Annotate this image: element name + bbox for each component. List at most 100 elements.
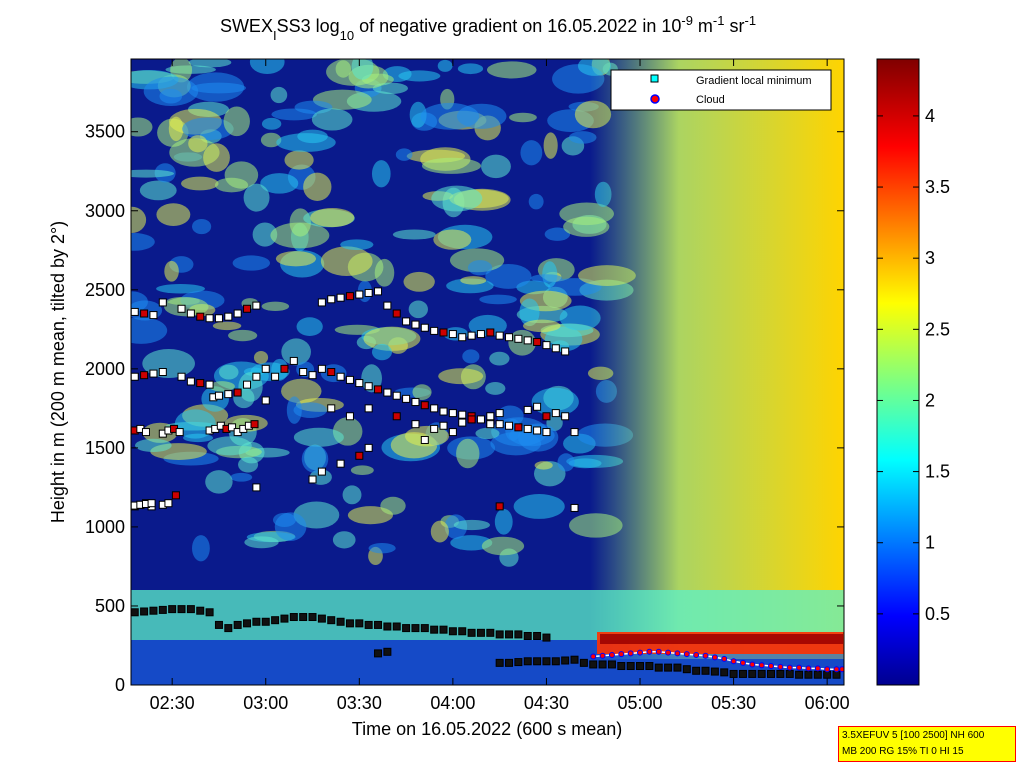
heatmap-patch <box>398 70 441 82</box>
gradient-minimum-point <box>448 627 457 636</box>
heatmap-patch <box>485 263 532 289</box>
gradient-minimum-point <box>505 658 514 667</box>
gradient-minimum-point <box>542 341 551 350</box>
gradient-minimum-point <box>154 0 161 7</box>
gradient-minimum-point <box>271 372 280 381</box>
heatmap-patch <box>475 427 500 440</box>
gradient-minimum-point <box>420 323 429 332</box>
gradient-minimum-point <box>757 669 766 678</box>
y-tick-label: 0 <box>115 675 125 695</box>
gradient-minimum-point <box>308 613 317 622</box>
gradient-minimum-point <box>243 380 252 389</box>
x-tick-label: 02:30 <box>150 693 195 713</box>
heatmap-patch <box>276 133 336 152</box>
gradient-minimum-point <box>720 668 729 677</box>
cloud-point <box>824 666 831 673</box>
gradient-minimum-point <box>327 368 336 376</box>
heatmap-patch <box>284 150 314 170</box>
gradient-minimum-point <box>682 665 691 674</box>
gradient-minimum-point <box>551 657 560 666</box>
gradient-minimum-point <box>140 607 149 616</box>
gradient-minimum-point <box>495 630 504 639</box>
colorbar-gradient <box>876 58 920 686</box>
heatmap-patch <box>174 409 216 439</box>
heatmap-patch <box>274 512 307 541</box>
gradient-minimum-point <box>252 372 261 381</box>
cloud-point <box>814 665 821 672</box>
heatmap-patch <box>238 456 259 473</box>
heatmap-patch <box>208 381 235 392</box>
gradient-minimum-point <box>317 614 326 623</box>
heatmap-patch <box>252 222 278 247</box>
cloud-point <box>599 652 606 659</box>
cloud-point <box>608 651 615 658</box>
gradient-minimum-point <box>243 619 252 628</box>
gradient-minimum-point <box>392 391 401 400</box>
gradient-minimum-point <box>448 409 457 418</box>
heatmap-patch <box>368 543 396 554</box>
x-tick-label: 05:00 <box>617 693 662 713</box>
cloud-point <box>786 664 793 671</box>
heatmap-patch <box>467 260 493 276</box>
heatmap-patch <box>494 508 513 535</box>
colorbar-tick-label: 3 <box>925 248 935 268</box>
colorbar-tick-label: 2 <box>925 390 935 410</box>
gradient-minimum-point <box>420 624 429 633</box>
heatmap-patch <box>270 222 330 249</box>
gradient-minimum-point <box>514 423 523 432</box>
legend-marker-cloud <box>650 94 660 104</box>
heatmap-patch <box>450 535 493 551</box>
heatmap-patch <box>191 82 246 94</box>
heatmap-patch <box>134 438 172 453</box>
heatmap-patch <box>457 63 484 75</box>
heatmap-patch <box>534 461 553 470</box>
gradient-minimum-point <box>673 663 682 672</box>
y-tick-label: 1000 <box>85 517 125 537</box>
heatmap-patch <box>519 298 540 327</box>
gradient-minimum-point <box>261 364 270 373</box>
gradient-minimum-point <box>364 620 373 629</box>
gradient-minimum-point <box>168 605 177 614</box>
cloud-point <box>683 651 690 658</box>
x-tick-label: 04:00 <box>430 693 475 713</box>
gradient-minimum-point <box>495 331 504 340</box>
gradient-minimum-point <box>392 622 401 631</box>
gradient-minimum-point <box>131 372 139 381</box>
heatmap-cloud-core <box>600 634 843 644</box>
gradient-minimum-point <box>476 330 485 339</box>
gradient-minimum-point <box>355 451 364 460</box>
heatmap-patch <box>131 117 153 137</box>
heatmap-patch <box>485 381 506 395</box>
heatmap-patch <box>392 229 436 240</box>
gradient-minimum-point <box>164 499 173 508</box>
gradient-minimum-point <box>776 669 785 678</box>
gradient-minimum-point <box>147 499 156 508</box>
gradient-minimum-point <box>345 292 354 301</box>
gradient-minimum-point <box>514 334 523 343</box>
heatmap-patch <box>281 338 311 366</box>
gradient-minimum-point <box>430 625 439 634</box>
gradient-minimum-point <box>224 312 233 321</box>
x-tick-label: 03:30 <box>337 693 382 713</box>
gradient-minimum-point <box>233 388 242 397</box>
gradient-minimum-point <box>411 398 420 407</box>
gradient-minimum-point <box>345 375 354 384</box>
x-axis-label: Time on 16.05.2022 (600 s mean) <box>352 719 623 739</box>
heatmap-patch <box>395 148 413 161</box>
cloud-point <box>711 654 718 661</box>
colorbar-tick-label: 1.5 <box>925 462 950 482</box>
heatmap-patch <box>320 246 373 277</box>
gradient-minimum-point <box>561 656 570 665</box>
gradient-minimum-point <box>430 424 439 433</box>
gradient-minimum-point <box>374 287 383 296</box>
gradient-minimum-point <box>785 669 794 678</box>
heatmap-patch <box>260 173 299 194</box>
cloud-point <box>655 648 662 655</box>
gradient-minimum-point <box>486 328 495 337</box>
gradient-minimum-point <box>561 412 570 421</box>
cloud-point <box>618 651 625 658</box>
gradient-minimum-point <box>767 669 776 678</box>
gradient-minimum-point <box>551 344 560 353</box>
gradient-minimum-point <box>224 390 233 399</box>
heatmap-patch <box>481 536 525 556</box>
